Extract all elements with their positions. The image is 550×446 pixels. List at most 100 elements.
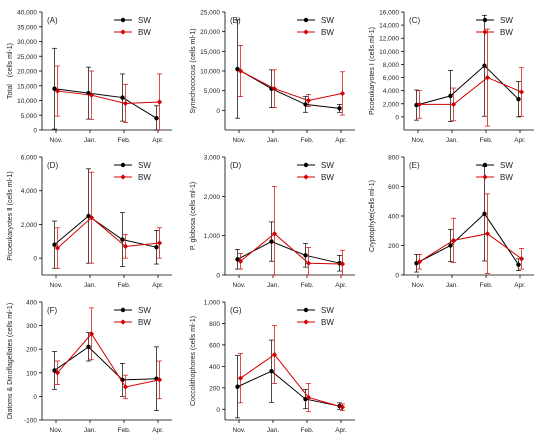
series-line-bw [240, 70, 343, 102]
x-tick-label: Apr. [514, 282, 526, 289]
data-point-bw [54, 370, 61, 376]
data-point-bw [305, 97, 312, 104]
legend-marker-sw [303, 307, 309, 313]
y-tick-label: 14,000 [379, 23, 399, 30]
y-tick-label: 400 [26, 300, 37, 307]
y-tick-label: 400 [209, 364, 220, 371]
y-tick-label: 800 [388, 155, 399, 162]
panel-label: (D) [47, 161, 58, 170]
x-tick-label: Feb. [117, 427, 130, 434]
data-point-bw [305, 394, 312, 401]
y-tick-label: 0 [216, 407, 220, 414]
x-tick-label: Jan. [84, 137, 96, 144]
y-tick-label: 6,000 [21, 155, 38, 162]
chart-panel-7: -100 0 100 200 300 400 Nov. Jan. Feb. Apr. Diatoms… [7, 300, 172, 434]
series-line-bw [240, 353, 343, 408]
y-tick-label: 16,000 [379, 10, 399, 17]
data-point-bw [339, 404, 346, 410]
data-point-sw [269, 239, 274, 244]
data-point-bw [88, 92, 95, 98]
x-tick-label: Feb. [479, 137, 492, 144]
legend-label-sw: SW [321, 16, 334, 25]
y-tick-label: 30,000 [17, 39, 37, 46]
x-tick-label: Feb. [117, 137, 130, 144]
data-point-sw [52, 368, 57, 373]
x-tick-label: Feb. [300, 137, 313, 144]
legend-label-sw: SW [321, 161, 334, 170]
x-tick-label: Apr. [335, 282, 347, 289]
y-tick-label: 600 [209, 342, 220, 349]
data-point-sw [154, 244, 159, 250]
x-tick-label: Apr. [335, 137, 347, 144]
series-line-bw [419, 233, 522, 263]
x-tick-label: Feb. [300, 282, 313, 289]
y-tick-label: 200 [26, 347, 37, 354]
legend-label-bw: BW [321, 173, 334, 182]
legend-label-sw: SW [321, 306, 334, 315]
data-point-bw [237, 258, 244, 264]
y-tick-label: 300 [26, 323, 37, 330]
legend-marker-bw [482, 174, 488, 180]
y-tick-label: 4,000 [21, 188, 38, 195]
legend-marker-bw [482, 29, 488, 35]
data-point-bw [271, 86, 278, 92]
data-point-bw [54, 245, 61, 251]
x-tick-label: Apr. [335, 427, 347, 434]
y-tick-label: 15,000 [200, 49, 220, 56]
data-point-bw [122, 243, 129, 249]
legend-marker-sw [303, 162, 309, 168]
y-axis-label: Synechococcus (cells ml-1) [190, 28, 197, 113]
legend-label-sw: SW [138, 16, 151, 25]
y-tick-label: 1,000 [204, 233, 221, 240]
series-line-bw [57, 333, 160, 388]
y-tick-label: 0 [395, 273, 399, 280]
data-point-sw [448, 243, 453, 248]
legend-label-sw: SW [138, 306, 151, 315]
chart-panel-2: 0 5,000 10,000 15,000 20,000 25,000 Nov. Jan. Fe… [190, 10, 355, 144]
data-point-bw [271, 351, 278, 358]
legend-label-bw: BW [321, 28, 334, 37]
x-tick-label: Feb. [117, 282, 130, 289]
x-tick-label: Jan. [267, 427, 279, 434]
y-axis-label: Diatoms & Dinoflagellates (cells ml-1) [7, 303, 14, 419]
legend-marker-sw [120, 162, 126, 168]
y-tick-label: 800 [209, 321, 220, 328]
data-point-bw [88, 215, 95, 221]
x-tick-label: Nov. [412, 137, 425, 144]
y-tick-label: 0 [33, 256, 37, 263]
y-axis-label: Coccolithophores (cells ml-1) [190, 316, 197, 406]
data-point-sw [482, 63, 487, 68]
legend-label-bw: BW [138, 28, 151, 37]
chart-panel-3: 0 2,000 4,000 6,000 8,000 10,000 12,000 14,000 1… [369, 10, 534, 144]
y-tick-label: 25,000 [17, 54, 37, 61]
series-line-bw [240, 233, 343, 265]
series-line-sw [237, 370, 340, 407]
data-point-sw [52, 86, 57, 91]
x-tick-label: Jan. [84, 427, 96, 434]
data-point-bw [450, 237, 457, 243]
y-tick-label: 600 [388, 184, 399, 191]
y-tick-label: 12,000 [379, 36, 399, 43]
panel-label: (D) [230, 161, 241, 170]
data-point-bw [122, 100, 129, 107]
panel-label: (C) [409, 16, 420, 25]
y-tick-label: 400 [388, 214, 399, 221]
x-tick-label: Apr. [152, 427, 164, 434]
data-point-bw [156, 240, 163, 246]
data-point-bw [484, 74, 491, 81]
y-tick-label: 20,000 [200, 29, 220, 36]
y-tick-label: -100 [24, 418, 37, 425]
data-point-sw [52, 242, 57, 247]
y-tick-label: 0 [33, 128, 37, 135]
y-tick-label: 10,000 [17, 98, 37, 105]
data-point-bw [237, 68, 244, 74]
x-tick-label: Nov. [50, 427, 63, 434]
panel-label: (G) [230, 306, 242, 315]
data-point-bw [518, 256, 525, 262]
legend-marker-bw [120, 29, 126, 35]
data-point-bw [416, 259, 423, 265]
data-point-bw [156, 99, 163, 105]
y-tick-label: 6,000 [383, 75, 400, 82]
data-point-bw [450, 101, 457, 108]
